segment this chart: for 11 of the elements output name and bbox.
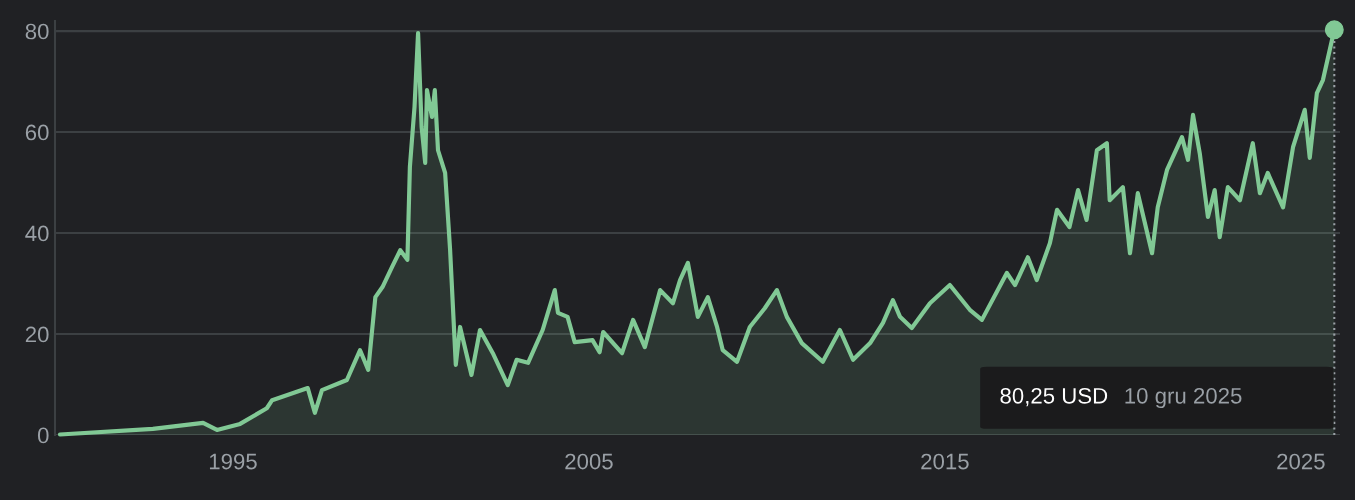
x-tick-label: 2025 <box>1277 453 1325 470</box>
annotation: 80,25 USD <box>1000 387 1108 407</box>
y-tick-label: 80 <box>25 23 49 40</box>
y-tick-label: 0 <box>37 427 49 444</box>
annotation: 10 gru 2025 <box>1125 387 1242 409</box>
x-tick-label: 2015 <box>921 453 969 470</box>
y-tick-label: 40 <box>25 225 49 242</box>
y-tick-label: 20 <box>25 326 49 343</box>
y-tick-label: 60 <box>25 124 49 141</box>
x-tick-label: 1995 <box>209 453 257 470</box>
x-tick-label: 2005 <box>565 453 613 470</box>
